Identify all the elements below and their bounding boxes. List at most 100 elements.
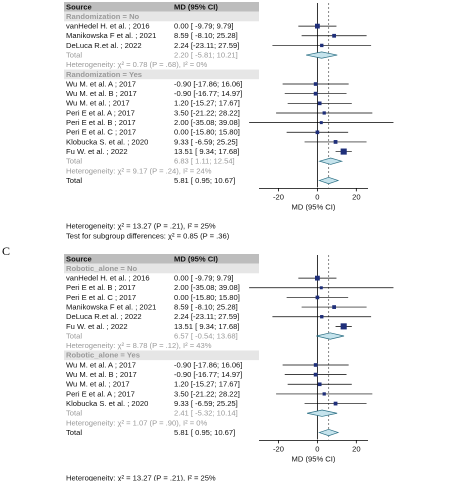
study-weight-square bbox=[314, 23, 320, 29]
subtotal-diamond bbox=[318, 157, 344, 165]
study-label: vanHedel H. et al. ; 2016 bbox=[66, 22, 150, 31]
study-label: Peri E et al. A ; 2017 bbox=[66, 108, 135, 117]
study-estimate-text: -0.90 [-16.77; 14.97] bbox=[174, 370, 242, 379]
study-estimate-text: 0.00 [-15.80; 15.80] bbox=[174, 293, 240, 302]
study-estimate-text: 9.33 [ -6.59; 25.25] bbox=[174, 399, 238, 408]
subgroup-label: Robotic_alone = Yes bbox=[66, 351, 140, 360]
subgroup-header-bar bbox=[64, 350, 259, 361]
study-label: Klobucka S. et al. ; 2020 bbox=[66, 399, 148, 408]
study-weight-square bbox=[317, 382, 322, 387]
heterogeneity-text: Heterogeneity: χ² = 0.78 (P = .68), I² =… bbox=[66, 60, 207, 69]
total-label: Total bbox=[66, 428, 82, 437]
subtotal-label: Total bbox=[66, 331, 82, 340]
study-weight-square bbox=[313, 372, 318, 377]
study-label: Fu W. et al. ; 2022 bbox=[66, 322, 128, 331]
overall-heterogeneity-text: Heterogeneity: χ² = 13.27 (P = .21), I² … bbox=[66, 473, 216, 481]
study-weight-square bbox=[317, 101, 322, 106]
study-label: Wu M. et al. ; 2017 bbox=[66, 99, 130, 108]
header-source: Source bbox=[66, 2, 92, 11]
x-tick-label: 20 bbox=[352, 192, 360, 201]
x-tick-label: -20 bbox=[273, 192, 284, 201]
study-weight-square bbox=[332, 305, 336, 309]
x-tick-label: 0 bbox=[315, 444, 319, 453]
subtotal-diamond bbox=[306, 409, 338, 417]
study-weight-square bbox=[319, 121, 323, 125]
total-label: Total bbox=[66, 176, 82, 185]
heterogeneity-text: Heterogeneity: χ² = 8.78 (P = .12), I² =… bbox=[66, 341, 212, 350]
header-effect: MD (95% CI) bbox=[174, 2, 218, 11]
total-diamond bbox=[318, 176, 340, 185]
study-estimate-text: 0.00 [ -9.79; 9.79] bbox=[174, 22, 234, 31]
study-weight-square bbox=[322, 111, 326, 115]
subgroup-header-bar bbox=[64, 11, 259, 22]
study-estimate-text: 1.20 [-15.27; 17.67] bbox=[174, 99, 240, 108]
header-source: Source bbox=[66, 254, 92, 263]
study-weight-square bbox=[340, 323, 347, 330]
study-weight-square bbox=[313, 82, 318, 86]
subtotal-estimate-text: 6.83 [ 1.11; 12.54] bbox=[174, 157, 235, 166]
study-label: Wu M. et al. B ; 2017 bbox=[66, 370, 137, 379]
total-diamond bbox=[318, 428, 340, 437]
subtotal-label: Total bbox=[66, 409, 82, 418]
study-estimate-text: 8.59 [ -8.10; 25.28] bbox=[174, 31, 238, 40]
study-label: vanHedel H. et al. ; 2016 bbox=[66, 274, 150, 283]
overall-heterogeneity-text: Heterogeneity: χ² = 13.27 (P = .21), I² … bbox=[66, 221, 216, 230]
subgroup-label: Randomization = Yes bbox=[66, 70, 142, 79]
study-label: DeLuca R.et al. ; 2022 bbox=[66, 312, 142, 321]
heterogeneity-text: Heterogeneity: χ² = 1.07 (P = .90), I² =… bbox=[66, 418, 207, 427]
subgroup-label: Robotic_alone = No bbox=[66, 264, 137, 273]
study-label: Peri E et al. C ; 2017 bbox=[66, 293, 136, 302]
study-label: Manikowska F et al. ; 2021 bbox=[66, 302, 156, 311]
study-estimate-text: 3.50 [-21.22; 28.22] bbox=[174, 108, 240, 117]
study-weight-square bbox=[314, 275, 320, 281]
forest-panel-0: Source MD (95% CI) Randomization = NovanHe… bbox=[64, 2, 394, 240]
study-label: Wu M. et al. ; 2017 bbox=[66, 380, 130, 389]
study-label: Peri E et al. B ; 2017 bbox=[66, 118, 136, 127]
header-effect: MD (95% CI) bbox=[174, 254, 218, 263]
subtotal-label: Total bbox=[66, 50, 82, 59]
study-weight-square bbox=[340, 148, 347, 155]
study-estimate-text: 2.00 [-35.08; 39.08] bbox=[174, 118, 240, 127]
study-weight-square bbox=[332, 33, 336, 38]
x-tick-label: 0 bbox=[315, 192, 319, 201]
study-estimate-text: 8.59 [ -8.10; 25.28] bbox=[174, 302, 238, 311]
study-weight-square bbox=[315, 130, 320, 135]
study-weight-square bbox=[319, 286, 323, 290]
study-estimate-text: 3.50 [-21.22; 28.22] bbox=[174, 389, 240, 398]
forest-panel-1: C Source MD (95% CI) Robotic_alone = NovanH… bbox=[2, 244, 394, 481]
study-weight-square bbox=[313, 91, 318, 96]
study-estimate-text: 9.33 [ -6.59; 25.25] bbox=[174, 137, 238, 146]
study-estimate-text: 0.00 [ -9.79; 9.79] bbox=[174, 274, 234, 283]
heterogeneity-text: Heterogeneity: χ² = 9.17 (P = .24), I² =… bbox=[66, 166, 212, 175]
study-label: Peri E et al. C ; 2017 bbox=[66, 128, 136, 137]
x-axis-label: MD (95% CI) bbox=[292, 454, 336, 463]
study-label: Wu M. et al. A ; 2017 bbox=[66, 360, 136, 369]
subtotal-estimate-text: 6.57 [ -0.54; 13.68] bbox=[174, 331, 238, 340]
x-axis-label: MD (95% CI) bbox=[292, 202, 336, 211]
study-weight-square bbox=[333, 401, 338, 406]
study-label: Peri E et al. A ; 2017 bbox=[66, 389, 135, 398]
subtotal-diamond bbox=[316, 332, 345, 340]
study-label: DeLuca R.et al. ; 2022 bbox=[66, 41, 142, 50]
subtotal-estimate-text: 2.20 [ -5.81; 10.21] bbox=[174, 50, 238, 59]
x-tick-label: -20 bbox=[273, 444, 284, 453]
header-bar bbox=[64, 2, 259, 12]
study-estimate-text: 1.20 [-15.27; 17.67] bbox=[174, 380, 240, 389]
subtotal-estimate-text: 2.41 [ -5.32; 10.14] bbox=[174, 409, 238, 418]
study-weight-square bbox=[320, 315, 324, 319]
study-label: Klobucka S. et al. ; 2020 bbox=[66, 137, 148, 146]
study-weight-square bbox=[313, 363, 318, 367]
study-estimate-text: 0.00 [-15.80; 15.80] bbox=[174, 128, 240, 137]
study-estimate-text: -0.90 [-17.86; 16.06] bbox=[174, 360, 242, 369]
subtotal-diamond bbox=[306, 51, 338, 59]
study-estimate-text: -0.90 [-16.77; 14.97] bbox=[174, 89, 242, 98]
study-estimate-text: 13.51 [ 9.34; 17.68] bbox=[174, 147, 239, 156]
subtotal-label: Total bbox=[66, 157, 82, 166]
study-estimate-text: 2.24 [-23.11; 27.59] bbox=[174, 41, 239, 50]
study-label: Manikowska F et al. ; 2021 bbox=[66, 31, 156, 40]
subgroup-label: Randomization = No bbox=[66, 12, 140, 21]
study-weight-square bbox=[322, 392, 326, 396]
study-weight-square bbox=[333, 140, 338, 144]
study-label: Peri E et al. B ; 2017 bbox=[66, 283, 136, 292]
